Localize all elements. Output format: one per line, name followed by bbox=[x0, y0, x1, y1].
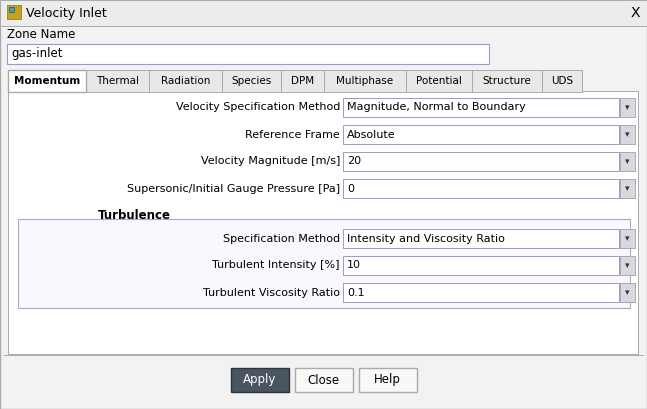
Bar bbox=[8, 70, 86, 92]
Bar bbox=[7, 5, 21, 19]
Text: Absolute: Absolute bbox=[347, 130, 395, 139]
Bar bbox=[620, 256, 635, 275]
Bar bbox=[343, 256, 619, 275]
Text: Turbulence: Turbulence bbox=[98, 209, 171, 222]
Text: Velocity Magnitude [m/s]: Velocity Magnitude [m/s] bbox=[201, 157, 340, 166]
Text: ▾: ▾ bbox=[625, 184, 630, 193]
Text: 0: 0 bbox=[347, 184, 354, 193]
Text: 0.1: 0.1 bbox=[347, 288, 365, 297]
Bar bbox=[343, 98, 619, 117]
Bar bbox=[472, 70, 542, 92]
Text: Magnitude, Normal to Boundary: Magnitude, Normal to Boundary bbox=[347, 103, 526, 112]
Text: Intensity and Viscosity Ratio: Intensity and Viscosity Ratio bbox=[347, 234, 505, 243]
Bar bbox=[620, 98, 635, 117]
Bar bbox=[620, 152, 635, 171]
Text: Turbulent Viscosity Ratio: Turbulent Viscosity Ratio bbox=[203, 288, 340, 297]
Text: Turbulent Intensity [%]: Turbulent Intensity [%] bbox=[212, 261, 340, 270]
Bar bbox=[343, 283, 619, 302]
Bar bbox=[358, 368, 417, 392]
Bar bbox=[620, 229, 635, 248]
Text: Potential: Potential bbox=[416, 76, 462, 86]
Text: 10: 10 bbox=[347, 261, 361, 270]
Bar bbox=[620, 179, 635, 198]
Text: Help: Help bbox=[374, 373, 401, 387]
Bar bbox=[9, 7, 14, 12]
Bar bbox=[620, 283, 635, 302]
Text: Velocity Inlet: Velocity Inlet bbox=[26, 7, 107, 20]
Text: 20: 20 bbox=[347, 157, 361, 166]
Bar bbox=[324, 70, 406, 92]
Bar bbox=[294, 368, 353, 392]
Text: Species: Species bbox=[232, 76, 272, 86]
Text: Reference Frame: Reference Frame bbox=[245, 130, 340, 139]
Bar bbox=[8, 91, 638, 354]
Text: ▾: ▾ bbox=[625, 157, 630, 166]
Text: Velocity Specification Method: Velocity Specification Method bbox=[175, 103, 340, 112]
Bar bbox=[343, 179, 619, 198]
Bar bbox=[343, 125, 619, 144]
Bar bbox=[0, 0, 647, 26]
Text: ▾: ▾ bbox=[625, 288, 630, 297]
Bar bbox=[222, 70, 281, 92]
Text: Thermal: Thermal bbox=[96, 76, 139, 86]
Bar bbox=[18, 219, 630, 308]
Bar bbox=[343, 152, 619, 171]
Text: Multiphase: Multiphase bbox=[336, 76, 393, 86]
Bar bbox=[620, 125, 635, 144]
Text: Zone Name: Zone Name bbox=[7, 27, 75, 40]
Bar bbox=[7, 44, 489, 64]
Text: Radiation: Radiation bbox=[161, 76, 210, 86]
Text: ▾: ▾ bbox=[625, 130, 630, 139]
Text: gas-inlet: gas-inlet bbox=[11, 47, 63, 61]
Bar bbox=[149, 70, 222, 92]
Bar bbox=[406, 70, 472, 92]
Text: Structure: Structure bbox=[483, 76, 531, 86]
Text: DPM: DPM bbox=[291, 76, 314, 86]
Text: ▾: ▾ bbox=[625, 234, 630, 243]
Text: Specification Method: Specification Method bbox=[223, 234, 340, 243]
Text: X: X bbox=[630, 6, 640, 20]
Text: Apply: Apply bbox=[243, 373, 276, 387]
Text: ▾: ▾ bbox=[625, 103, 630, 112]
Bar bbox=[86, 70, 149, 92]
Text: Supersonic/Initial Gauge Pressure [Pa]: Supersonic/Initial Gauge Pressure [Pa] bbox=[127, 184, 340, 193]
Text: UDS: UDS bbox=[551, 76, 573, 86]
Text: Momentum: Momentum bbox=[14, 76, 80, 86]
Bar bbox=[542, 70, 582, 92]
Bar bbox=[281, 70, 324, 92]
Text: Close: Close bbox=[307, 373, 340, 387]
Bar bbox=[230, 368, 289, 392]
Bar bbox=[343, 229, 619, 248]
Text: ▾: ▾ bbox=[625, 261, 630, 270]
